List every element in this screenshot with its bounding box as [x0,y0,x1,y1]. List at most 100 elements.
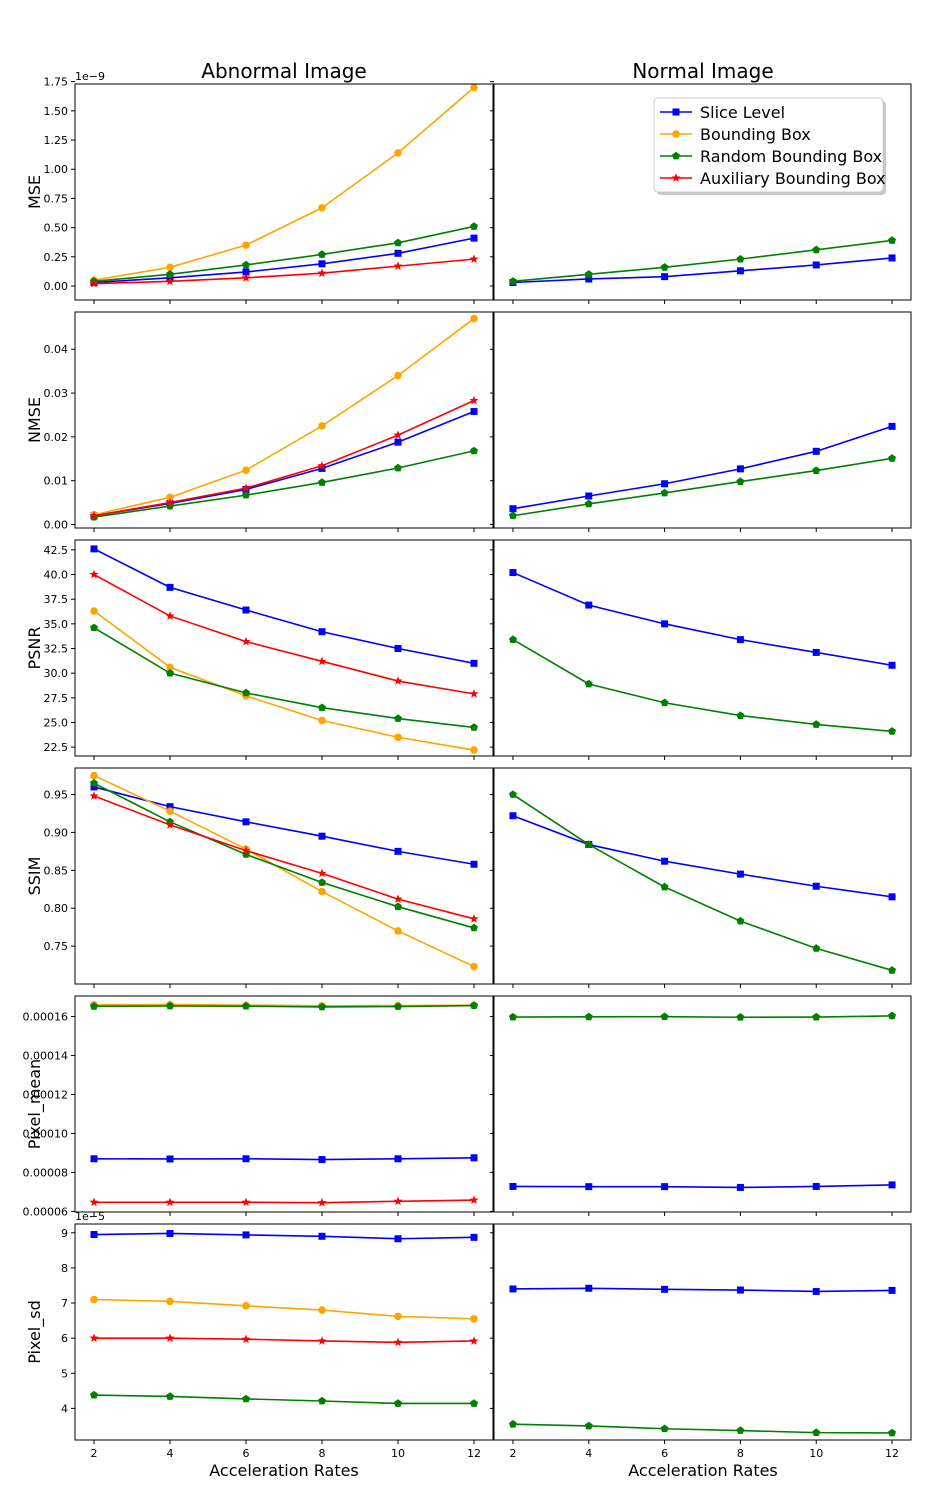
data-point [469,689,479,698]
data-point [508,1420,517,1428]
y-axis-label: Pixel_sd [25,1300,45,1364]
data-point [165,276,175,286]
data-point [888,422,896,430]
series-random-bounding-box [90,222,478,285]
data-point [509,812,517,820]
data-point [812,1012,821,1021]
data-point [166,668,174,677]
data-point [736,477,745,485]
data-point [394,902,402,911]
data-point [394,1399,402,1407]
data-point [317,460,327,470]
panel-psnr-abnormal: 22.5 25.0 27.5 30.0 32.5 35.0 37.5 40.0 42.5 PSNR [25,539,494,760]
series-bounding-box [90,1295,478,1323]
data-point [508,511,517,520]
y-tick-label: 9 [61,1227,68,1240]
y-tick-label: 0.95 [44,789,69,802]
data-point [509,569,517,577]
series-line [512,425,893,510]
series-line [93,1003,475,1007]
data-point [166,1001,174,1010]
series-line [93,1232,475,1240]
x-tick-label: 6 [243,1447,250,1460]
data-point [318,203,326,212]
data-point [90,607,98,615]
data-point [90,1231,98,1239]
data-point [812,1287,820,1295]
data-point [509,1182,517,1190]
data-point [584,1012,593,1021]
data-point [393,261,403,271]
data-point [394,1235,402,1243]
data-point [660,1012,669,1021]
series-bounding-box [90,771,478,971]
x-tick-label: 10 [809,1447,823,1460]
data-point [812,720,821,728]
panel-psnr-normal [490,539,912,760]
data-point [585,1183,593,1191]
legend-marker [672,108,680,116]
legend-label: Auxiliary Bounding Box [700,169,886,188]
data-point [888,254,896,262]
data-point [318,1156,326,1164]
data-point [661,273,669,281]
axes-frame [493,539,912,757]
y-tick-label: 0.00008 [23,1166,69,1179]
data-point [394,149,402,157]
data-point [661,620,669,628]
y-tick-label: 27.5 [44,692,69,705]
data-point [242,260,250,269]
axes-frame [74,539,494,757]
series-line [512,457,893,517]
y-tick-label: 0.00012 [23,1088,69,1101]
panel-mse-normal [490,81,912,304]
y-tick-label: 0.00 [44,280,69,293]
series-line [512,239,893,283]
data-point [89,1197,99,1207]
data-point [89,510,99,520]
series-line [512,571,893,667]
x-tick-label: 4 [167,1447,174,1460]
y-tick-label: 0.00014 [23,1049,69,1062]
data-point [812,245,821,254]
data-point [812,261,820,269]
y-tick-label: 0.00006 [23,1205,69,1218]
data-point [394,1002,402,1010]
series-slice-level [90,783,478,868]
legend-entry-random-bounding-box: Random Bounding Box [660,147,882,166]
series-bounding-box [90,83,478,284]
data-point [888,966,897,974]
data-point [165,820,175,829]
y-axis-offset-label: 1e−9 [75,70,105,83]
data-point [317,1197,327,1207]
series-slice-level [509,812,896,901]
data-point [317,268,327,278]
y-tick-label: 40.0 [44,569,69,582]
legend-marker [671,173,681,182]
data-point [393,430,403,439]
data-point [317,1336,327,1345]
x-tick-label: 8 [737,1447,744,1460]
data-point [660,1424,669,1433]
axes-frame [74,767,494,985]
axes-frame [493,83,912,301]
y-tick-label: 30.0 [44,667,69,680]
data-point [394,249,402,257]
column-title-normal: Normal Image [632,59,773,83]
data-point [394,847,402,855]
y-tick-label: 0.90 [44,826,69,839]
series-line [93,1394,474,1405]
data-point [888,236,897,244]
series-slice-level [509,1181,896,1191]
series-random-bounding-box [90,1390,478,1407]
axes-frame [493,311,912,529]
series-bounding-box [90,607,478,754]
series-line [93,627,475,729]
data-point [166,493,174,502]
y-tick-label: 25.0 [44,716,69,729]
legend-label: Random Bounding Box [700,147,882,166]
data-point [812,944,821,952]
legend-entry-auxiliary-bounding-box: Auxiliary Bounding Box [660,169,886,188]
data-point [89,278,99,288]
data-point [166,263,174,272]
